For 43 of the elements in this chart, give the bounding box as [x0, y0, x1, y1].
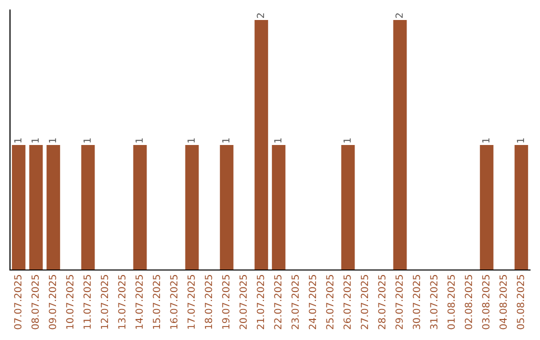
x-tick-label: 22.07.2025 [274, 275, 282, 330]
x-tick-label: 02.08.2025 [464, 275, 472, 330]
x-tick-label: 28.07.2025 [378, 275, 386, 330]
x-tick-label: 14.07.2025 [135, 275, 143, 329]
data-label: 1 [222, 138, 230, 143]
x-tick-label: 27.07.2025 [360, 275, 368, 330]
x-tick-label: 01.08.2025 [447, 275, 455, 330]
data-label: 1 [32, 138, 39, 143]
x-tick-label: 09.07.2025 [48, 275, 56, 330]
data-label: 1 [344, 138, 351, 143]
x-tick-label: 18.07.2025 [204, 275, 212, 329]
data-label: 1 [274, 138, 282, 143]
x-tick-label: 07.07.2025 [14, 275, 22, 330]
x-tick-label: 17.07.2025 [187, 275, 195, 329]
x-tick-label: 08.07.2025 [31, 275, 39, 330]
x-tick-label: 15.07.2025 [152, 275, 160, 329]
x-tick-label: 19.07.2025 [222, 275, 230, 329]
data-label: 1 [188, 138, 195, 143]
x-tick-label: 13.07.2025 [118, 275, 126, 329]
x-tick-label: 20.07.2025 [239, 275, 247, 330]
x-tick-label: 05.08.2025 [516, 275, 524, 330]
data-label: 1 [516, 138, 524, 143]
x-tick-label: 21.07.2025 [256, 275, 264, 330]
x-tick-label: 29.07.2025 [395, 275, 403, 330]
x-tick-label: 30.07.2025 [412, 275, 420, 330]
data-label: 2 [256, 13, 264, 18]
x-tick-label: 24.07.2025 [308, 275, 316, 330]
x-tick-label: 16.07.2025 [170, 275, 178, 329]
data-label: 1 [136, 138, 143, 143]
x-tick-label: 03.08.2025 [482, 275, 490, 330]
x-tick-label: 23.07.2025 [291, 275, 299, 330]
data-label: 1 [14, 138, 22, 143]
x-tick-label: 26.07.2025 [343, 275, 351, 330]
x-tick-label: 25.07.2025 [326, 275, 334, 330]
x-tick-label: 10.07.2025 [66, 275, 74, 329]
x-tick-label: 31.07.2025 [430, 275, 438, 330]
x-tick-label: 11.07.2025 [83, 275, 91, 329]
x-tick-label: 12.07.2025 [100, 275, 108, 329]
data-label: 1 [48, 138, 56, 143]
data-label: 1 [84, 138, 91, 143]
x-tick-label: 04.08.2025 [499, 275, 507, 330]
data-label: 1 [482, 138, 490, 143]
data-label: 2 [395, 13, 403, 18]
